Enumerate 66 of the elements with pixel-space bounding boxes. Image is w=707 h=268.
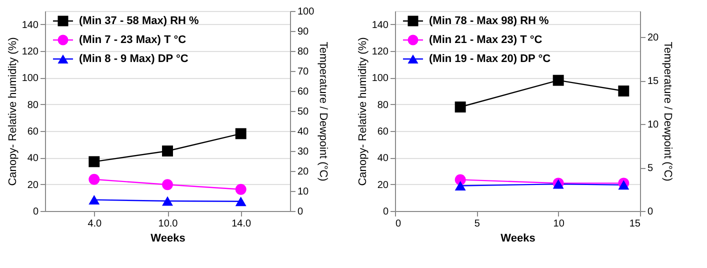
x-tick-label: 15 bbox=[629, 218, 641, 230]
y2-tick-label: 70 bbox=[298, 66, 310, 78]
y2-tick-label: 40 bbox=[298, 126, 310, 138]
y2-tick-label: 20 bbox=[648, 32, 660, 44]
point bbox=[162, 146, 173, 156]
legend-label: (Min 21 - Max 23) T °C bbox=[429, 34, 542, 46]
y-tick-label: 100 bbox=[372, 73, 389, 84]
y-tick-label: 20 bbox=[377, 180, 389, 191]
point bbox=[162, 179, 173, 190]
y2-tick-label: 10 bbox=[648, 120, 660, 131]
point bbox=[552, 74, 564, 86]
y-tick-label: 80 bbox=[377, 100, 389, 111]
y-tick-label: 0 bbox=[32, 206, 39, 218]
y2-tick-label: 0 bbox=[648, 206, 654, 218]
y-tick-label: 0 bbox=[382, 206, 389, 218]
point bbox=[618, 86, 630, 96]
y2-tick-label: 100 bbox=[298, 6, 315, 18]
y-axis-title: Canopy- Relative humidity (%) bbox=[6, 37, 19, 186]
y2-tick-label: 90 bbox=[298, 26, 310, 38]
y-tick-label: 20 bbox=[27, 180, 39, 191]
legend-label: (Min 37 - 58 Max) RH % bbox=[79, 15, 200, 27]
y2-tick-label: 10 bbox=[298, 186, 310, 198]
point bbox=[454, 102, 466, 112]
legend-label: (Min 78 - Max 98) RH % bbox=[429, 15, 550, 27]
x-tick-label: 10 bbox=[553, 218, 565, 230]
y2-tick-label: 15 bbox=[648, 76, 660, 88]
x-axis-title: Weeks bbox=[500, 232, 536, 244]
y2-tick-label: 30 bbox=[298, 146, 310, 158]
x-tick-label: 5 bbox=[474, 218, 480, 230]
legend-label: (Min 7 - 23 Max) T °C bbox=[79, 34, 186, 46]
y-tick-label: 120 bbox=[22, 46, 39, 58]
point bbox=[88, 156, 100, 168]
y-axis-title: Canopy- Relative humidity (%) bbox=[356, 37, 369, 186]
y-tick-label: 60 bbox=[27, 126, 39, 138]
point bbox=[618, 180, 630, 190]
point bbox=[454, 174, 466, 186]
legend-label: (Min 19 - Max 20) DP °C bbox=[429, 53, 551, 65]
point bbox=[454, 181, 466, 191]
y-tick-label: 100 bbox=[22, 73, 39, 84]
point bbox=[235, 184, 246, 195]
y2-tick-label: 5 bbox=[648, 163, 654, 174]
x-tick-label: 0 bbox=[396, 218, 402, 230]
y2-tick-label: 80 bbox=[298, 46, 310, 58]
y-tick-label: 120 bbox=[372, 46, 389, 58]
y2-axis-title: Temperature / Dewpoint (°C) bbox=[662, 42, 674, 182]
y2-tick-label: 50 bbox=[298, 106, 310, 118]
y-tick-label: 40 bbox=[377, 153, 389, 164]
y-tick-label: 140 bbox=[372, 20, 389, 31]
point bbox=[88, 174, 100, 185]
y2-tick-label: 0 bbox=[298, 206, 304, 218]
y-tick-label: 80 bbox=[27, 100, 39, 111]
y-tick-label: 60 bbox=[377, 126, 389, 138]
legend-label: (Min 8 - 9 Max) DP °C bbox=[79, 53, 188, 65]
y2-tick-label: 60 bbox=[298, 86, 310, 98]
point bbox=[88, 195, 100, 205]
y-tick-label: 40 bbox=[27, 153, 39, 164]
x-tick-label: 4.0 bbox=[88, 218, 102, 230]
y2-tick-label: 20 bbox=[298, 166, 310, 178]
x-tick-label: 10.0 bbox=[158, 218, 178, 230]
x-axis-title: Weeks bbox=[150, 232, 186, 244]
y2-axis-title: Temperature / Dewpoint (°C) bbox=[317, 42, 330, 182]
x-tick-label: 14.0 bbox=[232, 218, 252, 230]
point bbox=[235, 128, 246, 140]
y-tick-label: 140 bbox=[22, 20, 39, 31]
point bbox=[162, 196, 173, 206]
point bbox=[235, 196, 246, 206]
